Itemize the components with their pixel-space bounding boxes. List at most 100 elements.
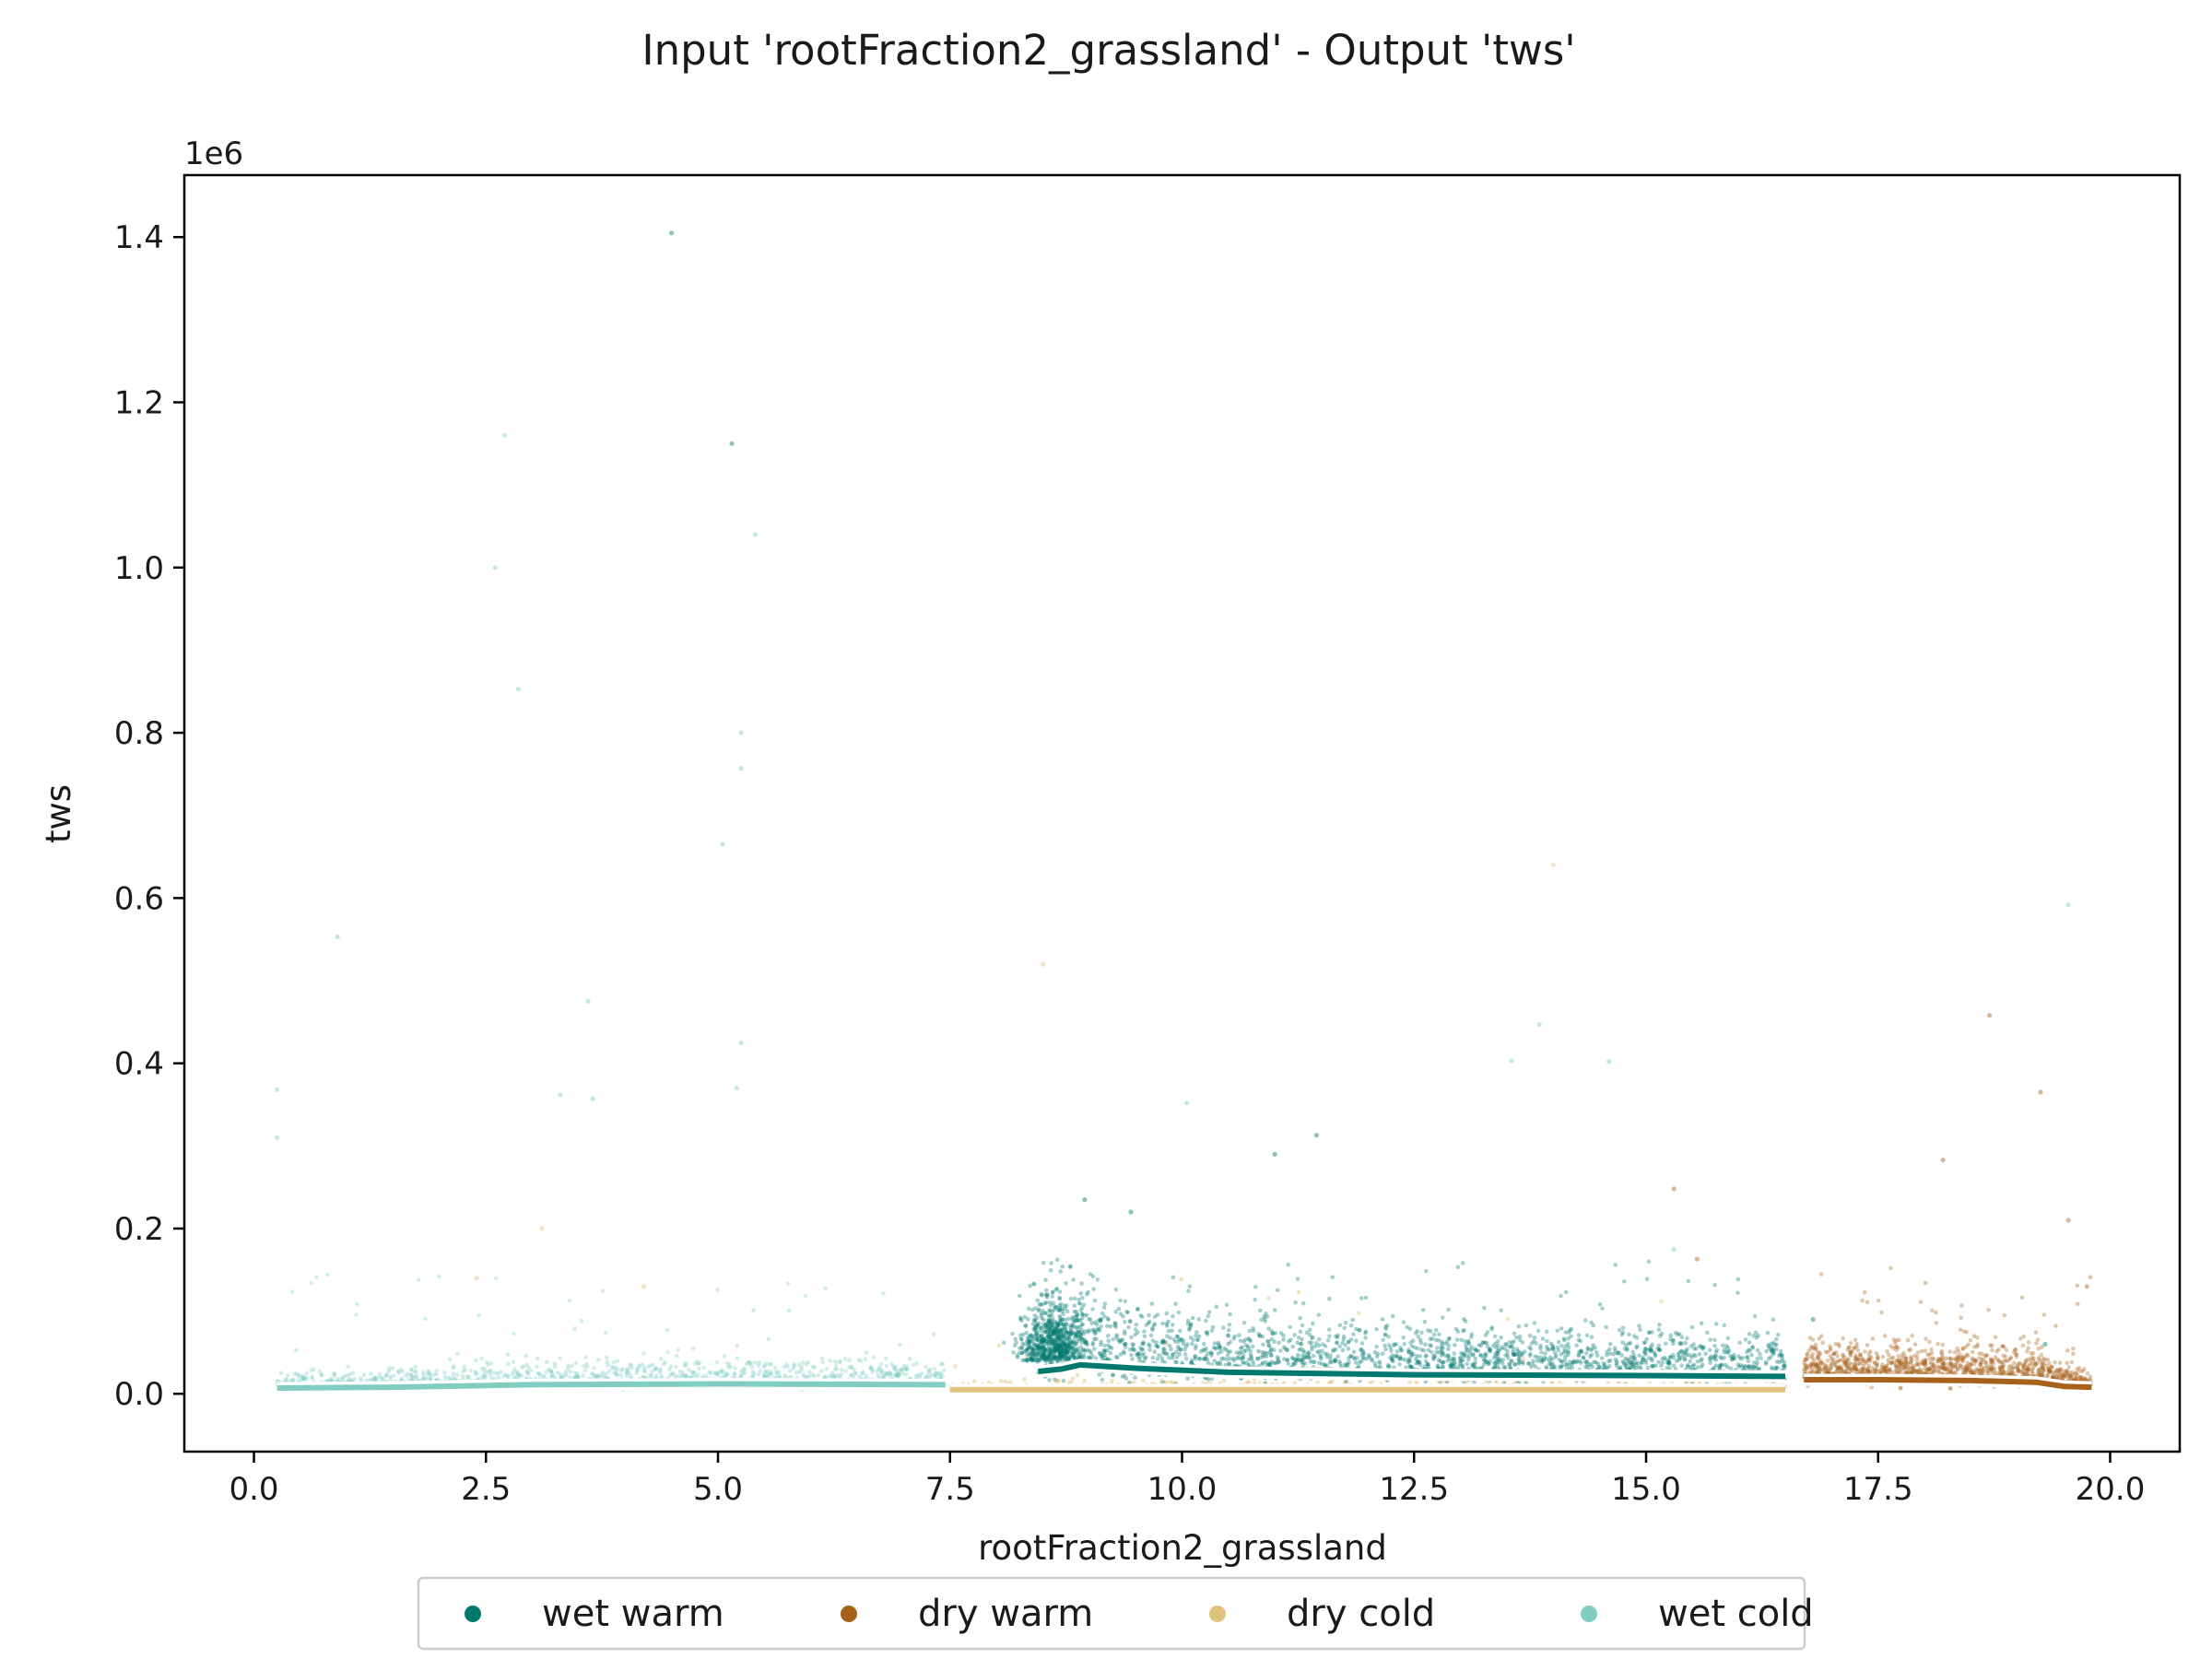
scatter-point (1136, 1352, 1141, 1357)
scatter-point (1423, 1354, 1429, 1359)
scatter-point (1394, 1349, 1400, 1354)
scatter-point (1455, 1265, 1461, 1270)
scatter-point (1656, 1343, 1662, 1348)
scatter-point (1272, 1360, 1277, 1366)
scatter-point (1323, 1363, 1328, 1368)
scatter-point (1492, 1364, 1498, 1370)
scatter-point (1628, 1359, 1633, 1365)
scatter-point (1645, 1365, 1651, 1371)
scatter-point (1238, 1338, 1243, 1344)
scatter-point (1879, 1310, 1884, 1315)
scatter-point (592, 1366, 596, 1371)
scatter-point-outlier (275, 1087, 280, 1092)
scatter-point (1668, 1333, 1674, 1338)
scatter-point (1306, 1350, 1311, 1355)
scatter-point (1634, 1345, 1639, 1350)
scatter-point (510, 1371, 515, 1377)
scatter-point (738, 1369, 744, 1373)
scatter-point (843, 1369, 848, 1373)
scatter-point (296, 1373, 301, 1378)
scatter-point (1755, 1359, 1759, 1365)
scatter-point (1120, 1374, 1125, 1379)
scatter-point (332, 1371, 337, 1376)
scatter-point (1465, 1361, 1469, 1366)
scatter-point (1060, 1342, 1065, 1347)
scatter-point (1080, 1296, 1085, 1300)
scatter-point (1053, 1327, 1058, 1332)
scatter-point (1061, 1348, 1066, 1354)
scatter-point (1219, 1349, 1224, 1354)
scatter-point (625, 1368, 629, 1372)
scatter-point (1717, 1363, 1723, 1368)
scatter-point (1088, 1317, 1093, 1323)
scatter-point (372, 1376, 378, 1382)
scatter-point (1293, 1300, 1298, 1305)
scatter-point (2069, 1359, 2075, 1365)
scatter-point (482, 1366, 487, 1371)
scatter-point (1018, 1293, 1022, 1299)
scatter-point (1154, 1340, 1159, 1345)
scatter-point (1036, 1343, 1041, 1348)
scatter-point (1485, 1359, 1489, 1364)
scatter-point (1064, 1329, 1068, 1335)
scatter-point (653, 1366, 658, 1371)
scatter-point (1832, 1360, 1838, 1365)
scatter-point (940, 1361, 946, 1367)
scatter-point (1077, 1301, 1083, 1306)
scatter-point (893, 1372, 899, 1377)
scatter-point (1064, 1323, 1069, 1327)
scatter-point (1024, 1358, 1030, 1362)
scatter-point (1025, 1347, 1030, 1352)
scatter-point (1175, 1334, 1180, 1339)
scatter-point (1272, 1308, 1277, 1312)
scatter-point (1634, 1362, 1639, 1368)
scatter-point (1735, 1277, 1741, 1282)
scatter-point (1266, 1296, 1271, 1300)
scatter-point (1653, 1363, 1658, 1368)
scatter-point (748, 1360, 754, 1366)
scatter-point (535, 1356, 540, 1361)
scatter-point (1693, 1353, 1698, 1359)
scatter-point (1507, 1362, 1512, 1368)
scatter-point (1085, 1291, 1089, 1297)
scatter-point (903, 1371, 909, 1377)
scatter-point (1179, 1336, 1184, 1342)
scatter-point (1067, 1331, 1073, 1335)
scatter-point (2071, 1351, 2076, 1357)
scatter-point (1030, 1350, 1035, 1355)
scatter-point (1065, 1353, 1070, 1358)
scatter-point (1386, 1335, 1391, 1339)
scatter-point (1585, 1347, 1591, 1352)
scatter-point (1721, 1343, 1725, 1348)
scatter-point (1204, 1318, 1208, 1324)
scatter-point (1751, 1359, 1757, 1365)
scatter-point (1513, 1335, 1519, 1340)
scatter-point (1041, 1261, 1046, 1265)
scatter-point (806, 1359, 810, 1365)
scatter-point (1508, 1344, 1512, 1349)
scatter-point (1297, 1347, 1301, 1352)
scatter-point-outlier (729, 441, 735, 446)
scatter-point (1566, 1335, 1571, 1341)
scatter-point (284, 1377, 288, 1382)
scatter-point (428, 1377, 432, 1382)
scatter-point (738, 1372, 744, 1378)
scatter-point (1077, 1297, 1081, 1302)
scatter-point (927, 1375, 933, 1380)
scatter-point (1228, 1312, 1232, 1317)
scatter-point (1226, 1333, 1231, 1338)
scatter-point (1630, 1364, 1636, 1369)
scatter-point (480, 1373, 485, 1378)
scatter-point (1597, 1301, 1603, 1307)
scatter-point (1241, 1360, 1245, 1365)
scatter-point (1160, 1321, 1165, 1326)
scatter-point (689, 1370, 695, 1375)
scatter-point (1047, 1378, 1052, 1382)
scatter-point (1065, 1347, 1071, 1353)
scatter-point (806, 1374, 810, 1380)
scatter-point (1089, 1327, 1095, 1333)
scatter-point (1440, 1360, 1444, 1365)
scatter-point (1071, 1277, 1076, 1282)
scatter-point (881, 1291, 886, 1296)
scatter-point (1767, 1347, 1771, 1351)
